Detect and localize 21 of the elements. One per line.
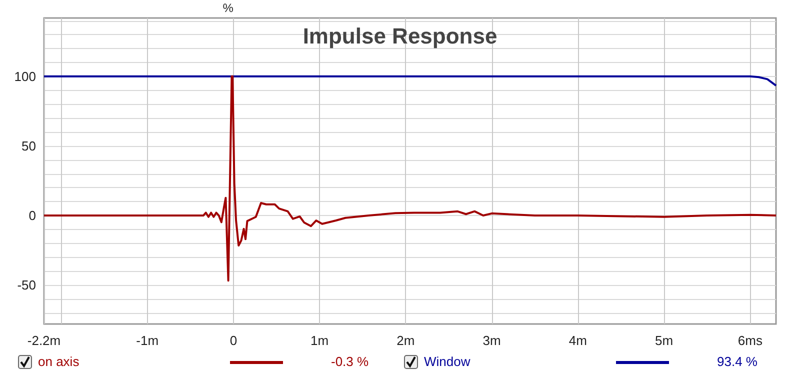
- y-axis-title: %: [222, 1, 234, 15]
- x-tick-label: 4m: [568, 333, 587, 348]
- line-series: [43, 75, 777, 282]
- chart-title: Impulse Response: [302, 24, 498, 48]
- text: Window: [424, 354, 470, 371]
- x-tick-label: 3m: [482, 333, 501, 348]
- text: -0.3 %: [331, 354, 369, 371]
- x-tick-label: 5m: [655, 333, 674, 348]
- y-tick-label: 100: [14, 68, 36, 84]
- x-tick-label: -1m: [136, 333, 159, 348]
- x-tick-label: 2m: [396, 333, 415, 348]
- x-tick-label: -2.2m: [27, 333, 61, 348]
- x-tick-label: 0: [230, 333, 238, 348]
- text: 93.4 %: [717, 354, 758, 371]
- y-tick-label: -50: [17, 278, 36, 293]
- y-tick-label: 50: [22, 138, 36, 154]
- x-tick-label: 6ms: [738, 333, 763, 348]
- x-tick-label: 1m: [310, 333, 329, 348]
- y-tick-label: 0: [28, 208, 36, 224]
- text: on axis: [38, 354, 80, 371]
- line-series: [43, 75, 777, 87]
